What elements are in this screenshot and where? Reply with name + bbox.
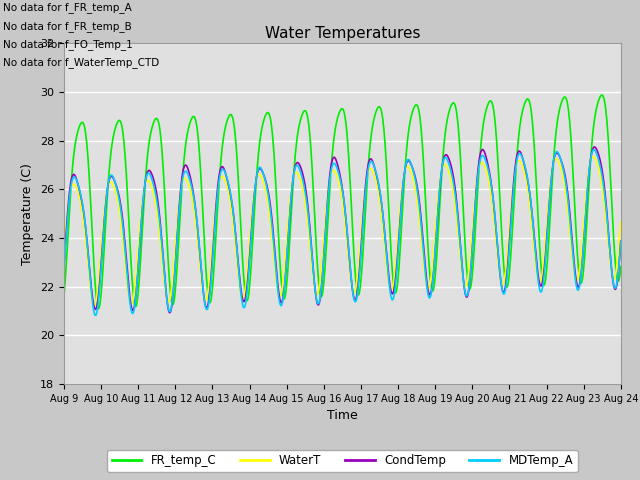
FR_temp_C bbox=[505, 276, 513, 282]
Text: No data for f_WaterTemp_CTD: No data for f_WaterTemp_CTD bbox=[3, 57, 159, 68]
Text: No data for f_FO_Temp_1: No data for f_FO_Temp_1 bbox=[3, 39, 133, 50]
Title: Water Temperatures: Water Temperatures bbox=[265, 25, 420, 41]
WaterT bbox=[90, 303, 98, 309]
FR_temp_C bbox=[443, 119, 451, 124]
MDTemp_A bbox=[306, 228, 314, 234]
MDTemp_A bbox=[286, 212, 294, 218]
CondTemp bbox=[495, 258, 502, 264]
X-axis label: Time: Time bbox=[327, 409, 358, 422]
CondTemp bbox=[505, 249, 513, 254]
WaterT bbox=[60, 248, 68, 254]
Line: CondTemp: CondTemp bbox=[64, 147, 621, 312]
FR_temp_C bbox=[118, 121, 125, 127]
Legend: FR_temp_C, WaterT, CondTemp, MDTemp_A: FR_temp_C, WaterT, CondTemp, MDTemp_A bbox=[107, 450, 578, 472]
MDTemp_A bbox=[590, 147, 598, 153]
WaterT bbox=[118, 223, 125, 229]
CondTemp bbox=[117, 203, 125, 209]
MDTemp_A bbox=[443, 156, 451, 162]
FR_temp_C bbox=[60, 293, 68, 299]
FR_temp_C bbox=[95, 306, 102, 312]
Text: No data for f_FR_temp_B: No data for f_FR_temp_B bbox=[3, 21, 132, 32]
MDTemp_A bbox=[60, 268, 68, 274]
Text: No data for f_FR_temp_A: No data for f_FR_temp_A bbox=[3, 2, 132, 13]
Line: MDTemp_A: MDTemp_A bbox=[64, 150, 621, 315]
Line: FR_temp_C: FR_temp_C bbox=[64, 95, 621, 309]
FR_temp_C bbox=[617, 264, 625, 269]
CondTemp bbox=[591, 144, 598, 150]
MDTemp_A bbox=[118, 211, 125, 217]
MDTemp_A bbox=[92, 312, 99, 318]
CondTemp bbox=[286, 214, 294, 219]
CondTemp bbox=[617, 238, 625, 244]
CondTemp bbox=[443, 152, 451, 158]
WaterT bbox=[306, 240, 314, 246]
FR_temp_C bbox=[306, 132, 314, 138]
FR_temp_C bbox=[286, 237, 294, 243]
MDTemp_A bbox=[505, 254, 513, 260]
CondTemp bbox=[306, 224, 314, 230]
MDTemp_A bbox=[495, 257, 502, 263]
WaterT bbox=[589, 154, 596, 160]
Y-axis label: Temperature (C): Temperature (C) bbox=[22, 163, 35, 264]
FR_temp_C bbox=[495, 174, 502, 180]
WaterT bbox=[495, 264, 502, 270]
WaterT bbox=[286, 201, 294, 206]
MDTemp_A bbox=[617, 239, 625, 244]
WaterT bbox=[617, 219, 625, 225]
Line: WaterT: WaterT bbox=[64, 157, 621, 306]
WaterT bbox=[505, 234, 513, 240]
CondTemp bbox=[166, 310, 173, 315]
WaterT bbox=[443, 164, 451, 170]
FR_temp_C bbox=[598, 92, 605, 98]
CondTemp bbox=[60, 262, 68, 268]
